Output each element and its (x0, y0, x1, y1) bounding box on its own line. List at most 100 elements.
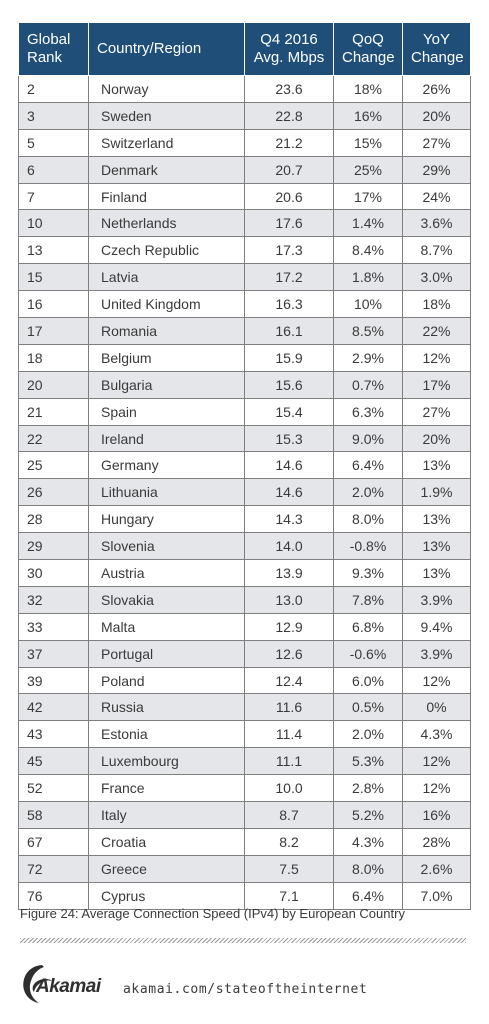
cell-country: Lithuania (88, 478, 245, 507)
table-row: 16 United Kingdom 16.3 10% 18% (18, 290, 471, 319)
akamai-wave-icon (23, 965, 53, 1003)
cell-yoy: 29% (402, 155, 471, 184)
cell-yoy: 3.9% (402, 585, 471, 614)
cell-speed: 15.9 (244, 343, 334, 372)
cell-rank: 45 (18, 747, 89, 776)
cell-country: Sweden (88, 101, 245, 130)
cell-rank: 39 (18, 666, 89, 695)
connection-speed-table: Global Rank Country/Region Q4 2016 Avg. … (18, 22, 471, 910)
cell-speed: 11.1 (244, 747, 334, 776)
cell-speed: 14.6 (244, 451, 334, 480)
cell-speed: 21.2 (244, 128, 334, 157)
cell-country: Belgium (88, 343, 245, 372)
cell-speed: 14.3 (244, 505, 334, 534)
cell-rank: 17 (18, 317, 89, 345)
table-row: 13 Czech Republic 17.3 8.4% 8.7% (18, 236, 471, 265)
cell-speed: 15.4 (244, 397, 334, 426)
cell-yoy: 27% (402, 128, 471, 157)
cell-country: Russia (88, 693, 245, 722)
table-row: 26 Lithuania 14.6 2.0% 1.9% (18, 478, 471, 507)
cell-rank: 52 (18, 774, 89, 803)
table-row: 30 Austria 13.9 9.3% 13% (18, 559, 471, 587)
cell-country: Switzerland (88, 128, 245, 157)
cell-speed: 15.3 (244, 424, 334, 453)
cell-qoq: 17% (333, 182, 403, 211)
table-row: 7 Finland 20.6 17% 24% (18, 182, 471, 211)
header-avg-speed: Q4 2016 Avg. Mbps (244, 22, 334, 76)
footer-url: akamai.com/stateoftheinternet (123, 982, 368, 997)
table-row: 25 Germany 14.6 6.4% 13% (18, 451, 471, 480)
cell-speed: 11.6 (244, 693, 334, 722)
cell-yoy: 9.4% (402, 612, 471, 641)
divider-rule (20, 938, 466, 943)
cell-qoq: 16% (333, 101, 403, 130)
cell-rank: 10 (18, 209, 89, 238)
cell-rank: 18 (18, 343, 89, 372)
table-row: 29 Slovenia 14.0 -0.8% 13% (18, 532, 471, 561)
table-row: 18 Belgium 15.9 2.9% 12% (18, 343, 471, 372)
cell-yoy: 8.7% (402, 236, 471, 265)
cell-rank: 72 (18, 854, 89, 883)
cell-country: Malta (88, 612, 245, 641)
cell-speed: 20.6 (244, 182, 334, 211)
cell-qoq: 0.5% (333, 693, 403, 722)
cell-rank: 32 (18, 585, 89, 614)
cell-rank: 33 (18, 612, 89, 641)
cell-rank: 30 (18, 559, 89, 587)
table-row: 72 Greece 7.5 8.0% 2.6% (18, 854, 471, 883)
cell-speed: 7.1 (244, 881, 334, 910)
table-row: 52 France 10.0 2.8% 12% (18, 774, 471, 803)
table-row: 17 Romania 16.1 8.5% 22% (18, 317, 471, 345)
cell-speed: 12.9 (244, 612, 334, 641)
cell-yoy: 28% (402, 827, 471, 856)
cell-rank: 21 (18, 397, 89, 426)
table-row: 76 Cyprus 7.1 6.4% 7.0% (18, 881, 471, 910)
cell-qoq: 6.0% (333, 666, 403, 695)
header-qoq-change: QoQ Change (333, 22, 403, 76)
cell-speed: 12.4 (244, 666, 334, 695)
cell-speed: 12.6 (244, 639, 334, 668)
cell-rank: 67 (18, 827, 89, 856)
cell-qoq: 9.3% (333, 559, 403, 587)
cell-rank: 58 (18, 801, 89, 829)
cell-country: Greece (88, 854, 245, 883)
cell-country: Romania (88, 317, 245, 345)
cell-country: Slovakia (88, 585, 245, 614)
cell-qoq: 9.0% (333, 424, 403, 453)
cell-yoy: 20% (402, 424, 471, 453)
cell-speed: 16.3 (244, 290, 334, 319)
cell-country: Poland (88, 666, 245, 695)
cell-yoy: 13% (402, 532, 471, 561)
cell-rank: 20 (18, 370, 89, 399)
cell-rank: 15 (18, 263, 89, 292)
table-row: 45 Luxembourg 11.1 5.3% 12% (18, 747, 471, 776)
header-global-rank: Global Rank (18, 22, 89, 76)
cell-country: Hungary (88, 505, 245, 534)
cell-country: Latvia (88, 263, 245, 292)
cell-country: Denmark (88, 155, 245, 184)
cell-rank: 25 (18, 451, 89, 480)
cell-speed: 15.6 (244, 370, 334, 399)
cell-speed: 23.6 (244, 75, 334, 103)
cell-country: Bulgaria (88, 370, 245, 399)
cell-rank: 37 (18, 639, 89, 668)
cell-rank: 29 (18, 532, 89, 561)
data-table-container: Global Rank Country/Region Q4 2016 Avg. … (18, 22, 471, 910)
cell-yoy: 20% (402, 101, 471, 130)
cell-qoq: 2.0% (333, 478, 403, 507)
cell-country: Luxembourg (88, 747, 245, 776)
cell-yoy: 13% (402, 505, 471, 534)
cell-speed: 10.0 (244, 774, 334, 803)
cell-country: Portugal (88, 639, 245, 668)
cell-qoq: 10% (333, 290, 403, 319)
cell-country: United Kingdom (88, 290, 245, 319)
cell-qoq: 15% (333, 128, 403, 157)
cell-speed: 11.4 (244, 720, 334, 749)
cell-speed: 13.9 (244, 559, 334, 587)
cell-qoq: 25% (333, 155, 403, 184)
cell-yoy: 1.9% (402, 478, 471, 507)
table-row: 39 Poland 12.4 6.0% 12% (18, 666, 471, 695)
akamai-logo-text: Akamai (36, 976, 101, 997)
cell-yoy: 27% (402, 397, 471, 426)
cell-speed: 17.6 (244, 209, 334, 238)
